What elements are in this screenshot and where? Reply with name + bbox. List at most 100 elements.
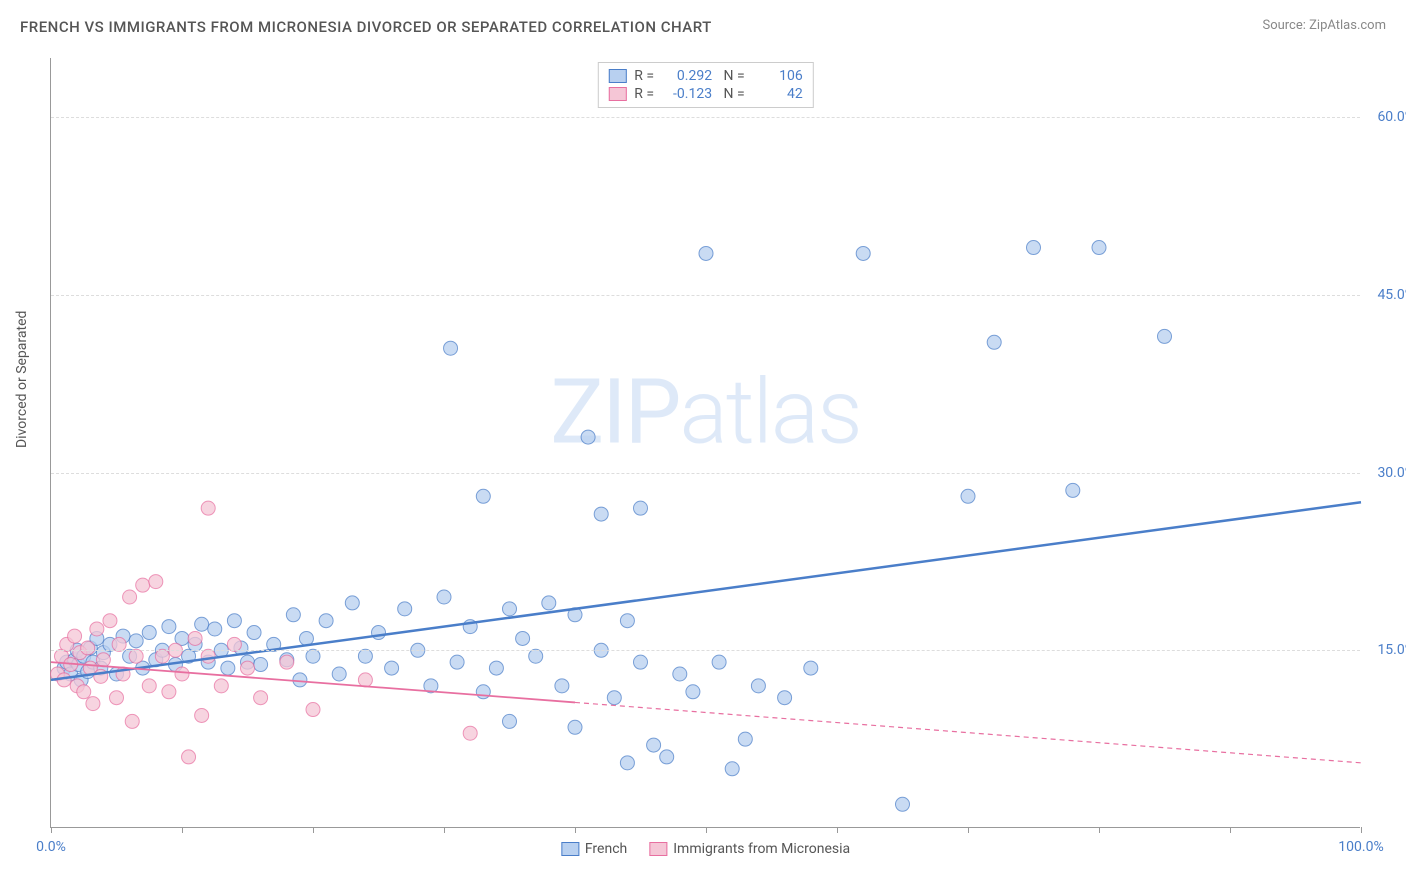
grid-line [51,650,1360,651]
scatter-point [987,335,1001,349]
scatter-point [463,726,477,740]
grid-line [51,295,1360,296]
scatter-point [86,697,100,711]
scatter-point [142,626,156,640]
scatter-point [129,649,143,663]
scatter-point [110,691,124,705]
trend-line-solid [51,502,1361,680]
scatter-point [450,655,464,669]
scatter-point [345,596,359,610]
stat-n-value: 106 [753,68,803,84]
scatter-point [241,661,255,675]
scatter-point [286,608,300,622]
scatter-point [96,653,110,667]
x-tick [51,827,52,833]
scatter-point [175,667,189,681]
stat-n-label: N = [720,86,745,102]
scatter-point [437,590,451,604]
scatter-point [581,430,595,444]
scatter-point [489,661,503,675]
scatter-point [476,489,490,503]
scatter-point [568,720,582,734]
scatter-point [778,691,792,705]
scatter-point [529,649,543,663]
scatter-point [896,797,910,811]
scatter-point [332,667,346,681]
y-tick-label: 30.0% [1365,465,1406,481]
stat-r-value: 0.292 [662,68,712,84]
scatter-point [195,708,209,722]
scatter-point [444,341,458,355]
stat-r-value: -0.123 [662,86,712,102]
scatter-point [280,655,294,669]
scatter-point [686,685,700,699]
scatter-point [1027,241,1041,255]
x-tick [1361,827,1362,833]
scatter-point [607,691,621,705]
scatter-point [129,634,143,648]
scatter-point [254,691,268,705]
scatter-point [358,673,372,687]
stat-r-label: R = [634,86,654,102]
stats-row: R = -0.123 N = 42 [608,85,802,103]
legend-swatch [649,842,667,856]
x-tick [968,827,969,833]
scatter-point [221,661,235,675]
y-axis-title: Divorced or Separated [14,311,30,448]
y-tick-label: 15.0% [1365,642,1406,658]
scatter-point [555,679,569,693]
x-tick [575,827,576,833]
x-tick [313,827,314,833]
stat-n-value: 42 [753,86,803,102]
scatter-point [149,575,163,589]
x-tick [706,827,707,833]
scatter-point [247,626,261,640]
chart-svg [51,58,1360,827]
scatter-point [804,661,818,675]
scatter-point [162,685,176,699]
stat-r-label: R = [634,68,654,84]
scatter-point [227,614,241,628]
scatter-point [751,679,765,693]
scatter-point [306,649,320,663]
scatter-point [594,507,608,521]
scatter-point [188,631,202,645]
stats-row: R = 0.292 N = 106 [608,67,802,85]
trend-line-dashed [575,702,1361,762]
scatter-point [516,631,530,645]
scatter-point [201,501,215,515]
scatter-point [227,637,241,651]
plot-area: ZIPatlas R = 0.292 N = 106 R = -0.123 N … [50,58,1360,828]
legend-swatch [561,842,579,856]
scatter-point [398,602,412,616]
scatter-point [738,732,752,746]
x-tick [1099,827,1100,833]
y-tick-label: 45.0% [1365,287,1406,303]
scatter-point [542,596,556,610]
x-tick [182,827,183,833]
scatter-point [162,620,176,634]
scatter-point [90,622,104,636]
x-tick-label: 0.0% [36,839,66,855]
legend-swatch [608,69,626,83]
legend-item: French [561,841,627,857]
legend-label: French [585,841,627,857]
scatter-point [125,714,139,728]
scatter-point [725,762,739,776]
scatter-point [81,641,95,655]
scatter-point [634,655,648,669]
grid-line [51,117,1360,118]
scatter-point [123,590,137,604]
scatter-point [155,649,169,663]
x-tick [1230,827,1231,833]
bottom-legend: French Immigrants from Micronesia [561,841,850,857]
scatter-point [1066,483,1080,497]
grid-line [51,473,1360,474]
scatter-point [112,637,126,651]
scatter-point [476,685,490,699]
scatter-point [68,629,82,643]
scatter-point [142,679,156,693]
chart-title: FRENCH VS IMMIGRANTS FROM MICRONESIA DIV… [20,18,712,36]
legend-item: Immigrants from Micronesia [649,841,850,857]
scatter-point [1092,241,1106,255]
